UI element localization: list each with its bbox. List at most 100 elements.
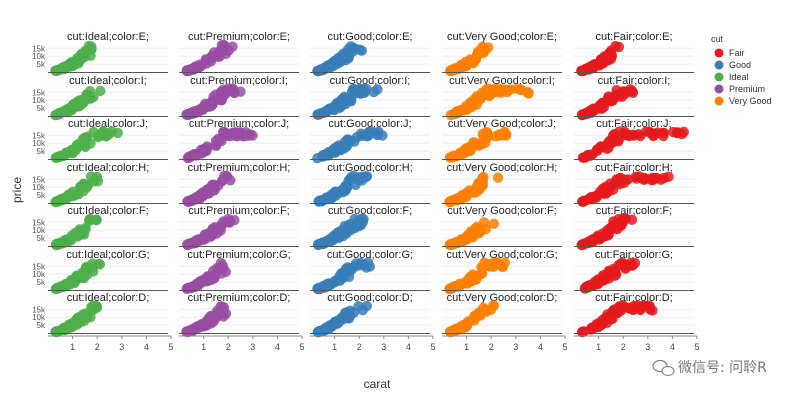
data-point (80, 92, 91, 103)
data-point (614, 301, 625, 312)
facet-title: cut:Ideal;color:H; (67, 162, 150, 174)
x-tick-label: 3 (381, 342, 386, 352)
x-axis: 1 2 3 4 5 (574, 335, 700, 352)
data-point (604, 47, 615, 58)
legend-label: Premium (729, 84, 765, 94)
data-point (342, 44, 354, 55)
data-point (210, 89, 221, 100)
data-point (181, 326, 192, 337)
data-point (453, 63, 464, 74)
data-point (341, 181, 352, 192)
legend-swatch (714, 96, 724, 106)
data-point (603, 95, 615, 106)
facet-title: cut:Ideal;color:G; (66, 249, 149, 261)
facet-panel: cut:Fair;color:E; (574, 31, 694, 77)
facet-panel: cut:Fair;color:H; (574, 162, 694, 207)
data-point (523, 88, 534, 99)
data-point (595, 56, 606, 67)
data-point (94, 259, 106, 270)
data-point (644, 304, 656, 315)
facet-title: cut:Ideal;color:E; (67, 31, 149, 43)
facet-panel: cut:Very Good;color:J; (442, 118, 562, 163)
facet-title: cut:Very Good;color:J; (448, 118, 556, 130)
data-point (626, 214, 638, 225)
x-tick-label: 3 (250, 342, 255, 352)
x-tick-label: 1 (201, 342, 206, 352)
data-point (623, 129, 634, 141)
y-tick-label: 10k (32, 139, 46, 148)
data-point (646, 128, 657, 139)
facet-title: cut:Good;color:H; (327, 162, 413, 174)
data-point (469, 311, 480, 322)
y-axis-label: price (10, 177, 24, 203)
data-point (315, 108, 326, 119)
data-point (490, 131, 501, 142)
watermark-text: 微信号: 问聆R (678, 360, 767, 376)
data-point (601, 312, 612, 323)
data-point (361, 83, 372, 95)
data-point (587, 322, 599, 333)
facet-panel: cut:Good;color:D; (310, 292, 430, 338)
y-tick-label: 5k (37, 234, 46, 243)
data-point (468, 137, 479, 148)
data-point (637, 173, 648, 184)
data-point (491, 83, 502, 94)
facet-title: cut:Premium;color:I; (190, 75, 288, 87)
x-tick-label: 5 (694, 342, 699, 352)
facet-panel: cut:Very Good;color:I; (442, 75, 562, 121)
facet-title: cut:Very Good;color:G; (446, 249, 557, 261)
facet-title: cut:Very Good;color:F; (447, 205, 556, 217)
data-point (82, 312, 93, 323)
legend-swatch (714, 60, 724, 70)
data-point (362, 130, 373, 142)
data-point (350, 258, 362, 269)
data-point (183, 196, 195, 207)
facet-title: cut:Good;color:I; (330, 75, 411, 87)
data-point (499, 257, 511, 268)
facet-title: cut:Fair;color:J; (596, 118, 671, 130)
data-point (112, 127, 123, 139)
data-point (358, 213, 369, 225)
x-tick-label: 1 (332, 342, 337, 352)
x-tick-label: 3 (513, 342, 518, 352)
data-point (577, 109, 588, 121)
data-point (59, 281, 70, 292)
data-point (231, 128, 242, 139)
y-tick-label: 15k (32, 131, 46, 140)
x-tick-label: 1 (70, 342, 75, 352)
x-tick-label: 3 (119, 342, 124, 352)
data-point (476, 262, 487, 273)
data-point (445, 109, 457, 121)
data-point (595, 102, 606, 113)
facet-panel: cut:Fair;color:I; (574, 75, 694, 121)
facet-title: cut:Fair;color:E; (595, 31, 672, 43)
data-point (212, 136, 223, 147)
y-tick-label: 10k (32, 52, 46, 61)
data-point (72, 140, 83, 152)
data-point (189, 149, 201, 160)
facet-panels: cut:Ideal;color:E;5k10k15kcut:Premium;co… (32, 31, 694, 338)
legend-label: Fair (729, 48, 745, 58)
data-point (202, 315, 213, 326)
data-point (87, 258, 98, 269)
data-point (227, 85, 238, 96)
data-point (88, 266, 99, 277)
facet-panel: cut:Premium;color:G; (179, 249, 299, 294)
data-point (85, 171, 97, 182)
data-point (91, 301, 103, 312)
data-point (663, 171, 674, 182)
data-point (626, 260, 637, 271)
data-point (73, 189, 84, 200)
facet-title: cut:Premium;color:F; (188, 205, 289, 217)
data-point (93, 130, 104, 141)
facet-panel: cut:Good;color:I; (310, 75, 430, 120)
data-point (201, 145, 212, 157)
x-tick-label: 2 (95, 342, 100, 352)
facet-panel: cut:Good;color:H; (310, 162, 430, 207)
data-point (617, 86, 629, 97)
data-point (337, 51, 348, 63)
data-point (342, 140, 353, 151)
